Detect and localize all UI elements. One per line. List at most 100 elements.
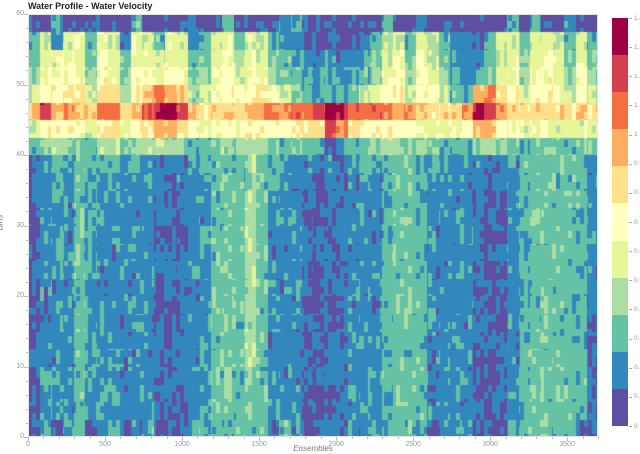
y-tick-label: 10 xyxy=(16,362,24,370)
y-minor-tick xyxy=(26,126,28,128)
y-minor-tick xyxy=(26,56,28,58)
y-major-tick xyxy=(24,296,28,297)
colorbar-tick-label: 1.4 xyxy=(634,14,640,22)
colorbar-band xyxy=(612,388,628,427)
colorbar-band xyxy=(612,277,628,316)
y-axis-label: Bins xyxy=(0,214,5,231)
colorbar-tick xyxy=(629,134,632,136)
colorbar-tick-label: 0.5 xyxy=(634,276,640,284)
colorbar-band xyxy=(612,18,628,56)
y-minor-tick xyxy=(26,197,28,199)
x-major-tick xyxy=(28,437,29,441)
x-minor-tick xyxy=(89,437,91,439)
y-minor-tick xyxy=(26,338,28,340)
colorbar-tick xyxy=(629,309,632,311)
x-minor-tick xyxy=(582,437,584,439)
x-minor-tick xyxy=(243,437,245,439)
y-minor-tick xyxy=(26,408,28,410)
y-tick-label: 40 xyxy=(16,151,24,158)
x-minor-tick xyxy=(443,437,445,439)
y-major-tick xyxy=(24,437,28,438)
colorbar-tick-label: 0.4 xyxy=(634,305,640,313)
colorbar-tick xyxy=(629,192,632,194)
x-minor-tick xyxy=(382,437,384,439)
y-major-tick xyxy=(24,225,28,227)
y-major-tick xyxy=(24,84,28,86)
chart-title: Water Profile - Water Velocity xyxy=(28,1,153,11)
x-minor-tick xyxy=(320,437,322,439)
x-major-tick xyxy=(259,437,261,441)
heatmap-canvas xyxy=(28,14,598,437)
y-minor-tick xyxy=(26,380,28,382)
y-minor-tick xyxy=(26,169,28,171)
colorbar-tick-label: 1.3 xyxy=(634,43,640,51)
y-minor-tick xyxy=(26,310,28,312)
x-minor-tick xyxy=(598,437,599,439)
colorbar-tick-label: 0.3 xyxy=(634,335,640,343)
x-major-tick xyxy=(105,437,107,441)
x-tick-label: 0 xyxy=(26,441,30,448)
colorbar-tick-label: 0.1 xyxy=(634,393,640,401)
y-tick-label: 60 xyxy=(16,10,24,17)
colorbar-tick xyxy=(629,338,632,340)
x-tick-label: 1500 xyxy=(251,441,267,448)
x-minor-tick xyxy=(166,437,168,439)
y-minor-tick xyxy=(26,281,28,283)
y-minor-tick xyxy=(26,211,28,213)
x-major-tick xyxy=(182,437,184,441)
y-minor-tick xyxy=(26,324,28,326)
x-major-tick xyxy=(567,437,569,441)
y-minor-tick xyxy=(26,422,28,424)
x-major-tick xyxy=(490,437,492,441)
y-tick-label: 50 xyxy=(16,80,24,88)
x-tick-label: 2500 xyxy=(405,441,421,448)
colorbar-tick xyxy=(629,222,632,223)
colorbar-tick-label: 0.2 xyxy=(634,364,640,372)
y-minor-tick xyxy=(26,352,28,354)
y-minor-tick xyxy=(26,140,28,142)
colorbar-band xyxy=(612,129,628,167)
x-minor-tick xyxy=(551,437,553,439)
y-major-tick xyxy=(24,155,28,156)
colorbar-tick xyxy=(629,251,632,253)
x-minor-tick xyxy=(305,437,307,439)
y-minor-tick xyxy=(26,42,28,44)
x-minor-tick xyxy=(397,437,399,439)
colorbar-tick xyxy=(629,76,632,78)
x-minor-tick xyxy=(151,437,153,439)
x-minor-tick xyxy=(274,437,276,439)
y-major-tick xyxy=(24,14,28,15)
x-minor-tick xyxy=(228,437,230,439)
colorbar xyxy=(612,18,628,427)
colorbar-tick-label: 1 xyxy=(634,131,638,139)
colorbar-tick xyxy=(629,396,632,398)
y-major-tick xyxy=(24,366,28,368)
y-minor-tick xyxy=(26,267,28,269)
colorbar-band xyxy=(612,351,628,390)
y-minor-tick xyxy=(26,28,28,30)
y-minor-tick xyxy=(26,394,28,396)
y-minor-tick xyxy=(26,239,28,241)
x-minor-tick xyxy=(289,437,291,439)
x-axis-label: Ensembles xyxy=(293,444,333,453)
colorbar-tick-label: 0.9 xyxy=(634,160,640,168)
colorbar-tick xyxy=(629,47,632,49)
x-minor-tick xyxy=(459,437,461,439)
x-tick-label: 500 xyxy=(99,441,111,448)
x-minor-tick xyxy=(505,437,507,439)
colorbar-tick-label: 0 xyxy=(634,422,638,430)
x-minor-tick xyxy=(536,437,538,439)
x-minor-tick xyxy=(197,437,199,439)
x-minor-tick xyxy=(212,437,214,439)
x-tick-label: 3500 xyxy=(559,441,575,448)
x-minor-tick xyxy=(351,437,353,439)
x-minor-tick xyxy=(474,437,476,439)
x-minor-tick xyxy=(520,437,522,439)
colorbar-tick-label: 1.2 xyxy=(634,72,640,80)
colorbar-tick xyxy=(629,105,632,107)
colorbar-tick xyxy=(629,426,632,427)
colorbar-band xyxy=(612,55,628,93)
x-tick-label: 1000 xyxy=(174,441,190,448)
colorbar-tick xyxy=(629,280,632,282)
